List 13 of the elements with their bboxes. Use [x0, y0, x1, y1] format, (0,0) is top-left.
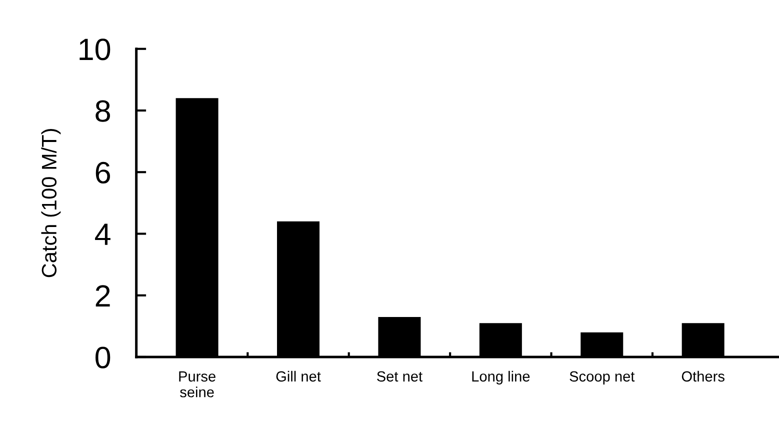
- y-tick-label: 2: [96, 285, 110, 306]
- x-tick-label: Scoop net: [570, 371, 635, 384]
- y-tick-label: 4: [95, 224, 110, 245]
- x-tick-label: Others: [682, 370, 724, 382]
- x-tick-label: Set net: [377, 371, 422, 382]
- y-tick-label: 8: [96, 100, 110, 122]
- y-tick-label: 0: [96, 346, 110, 368]
- x-tick-label: Long line: [472, 370, 530, 384]
- y-tick-label: 10: [80, 38, 110, 60]
- y-tick-label: 6: [96, 162, 110, 184]
- x-tick-label: Gill net: [276, 370, 321, 382]
- x-tick-label: Purse seine: [179, 371, 216, 398]
- y-axis-title: Catch (100 M/T): [41, 128, 61, 278]
